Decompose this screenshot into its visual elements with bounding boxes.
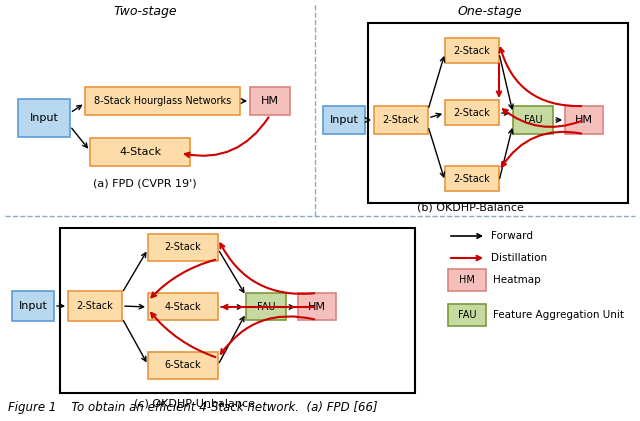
Text: Forward: Forward (491, 231, 533, 241)
Text: HM: HM (575, 115, 593, 125)
Text: Figure 1    To obtain an efficient 4-Stack network.  (a) FPD [66]: Figure 1 To obtain an efficient 4-Stack … (8, 401, 378, 414)
FancyBboxPatch shape (246, 293, 286, 320)
Text: Heatmap: Heatmap (493, 275, 541, 285)
Text: One-stage: One-stage (458, 5, 522, 18)
FancyBboxPatch shape (445, 38, 499, 63)
Text: 4-Stack: 4-Stack (164, 301, 202, 312)
FancyBboxPatch shape (148, 234, 218, 261)
Text: Input: Input (330, 115, 358, 125)
Text: 6-Stack: 6-Stack (164, 360, 202, 370)
FancyBboxPatch shape (374, 106, 428, 134)
Text: Feature Aggregation Unit: Feature Aggregation Unit (493, 310, 624, 320)
FancyBboxPatch shape (148, 352, 218, 379)
Text: Input: Input (19, 301, 47, 311)
FancyBboxPatch shape (250, 87, 290, 115)
Text: HM: HM (459, 275, 475, 285)
FancyBboxPatch shape (298, 293, 336, 320)
Bar (368, 23, 628, 203)
Text: Distillation: Distillation (491, 253, 547, 263)
FancyBboxPatch shape (323, 106, 365, 134)
FancyBboxPatch shape (448, 304, 486, 326)
Text: 2-Stack: 2-Stack (454, 173, 490, 184)
Text: 2-Stack: 2-Stack (164, 242, 202, 253)
Text: HM: HM (261, 96, 279, 106)
Text: 2-Stack: 2-Stack (454, 45, 490, 56)
Text: 8-Stack Hourglass Networks: 8-Stack Hourglass Networks (94, 96, 231, 106)
Text: FAU: FAU (524, 115, 542, 125)
FancyBboxPatch shape (445, 166, 499, 191)
Text: Two-stage: Two-stage (113, 5, 177, 18)
FancyBboxPatch shape (18, 99, 70, 137)
FancyBboxPatch shape (445, 100, 499, 125)
Text: Input: Input (29, 113, 58, 123)
FancyBboxPatch shape (12, 291, 54, 321)
Text: FAU: FAU (458, 310, 476, 320)
Text: (c) OKDHP-Unbalance: (c) OKDHP-Unbalance (134, 398, 255, 408)
Text: 4-Stack: 4-Stack (119, 147, 161, 157)
Text: 2-Stack: 2-Stack (77, 301, 113, 311)
Text: FAU: FAU (257, 301, 275, 312)
Text: HM: HM (308, 301, 326, 312)
Bar (60, 228, 415, 393)
FancyBboxPatch shape (513, 106, 553, 134)
FancyBboxPatch shape (85, 87, 240, 115)
FancyBboxPatch shape (565, 106, 603, 134)
FancyBboxPatch shape (148, 293, 218, 320)
Text: 2-Stack: 2-Stack (454, 107, 490, 117)
Text: (a) FPD (CVPR 19'): (a) FPD (CVPR 19') (93, 178, 197, 188)
Text: 2-Stack: 2-Stack (383, 115, 419, 125)
FancyBboxPatch shape (448, 269, 486, 291)
Text: (b) OKDHP-Balance: (b) OKDHP-Balance (417, 202, 524, 212)
FancyBboxPatch shape (90, 138, 190, 166)
FancyBboxPatch shape (68, 291, 122, 321)
